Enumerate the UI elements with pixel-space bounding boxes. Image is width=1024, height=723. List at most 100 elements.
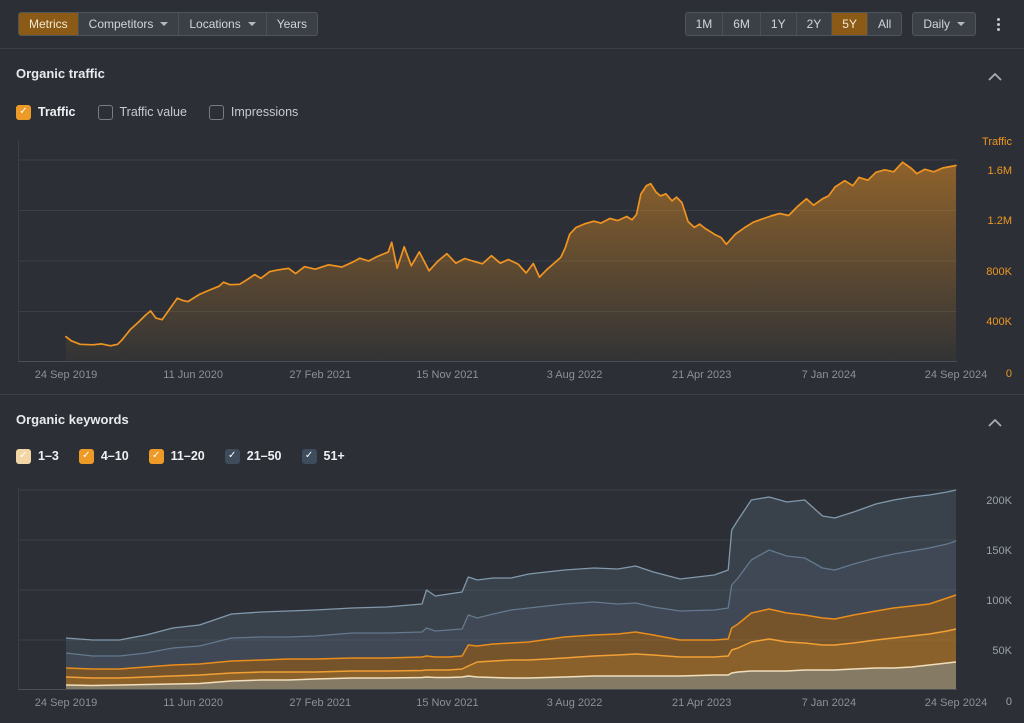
checkbox-pos-21-50-label: 21–50 [246, 449, 282, 463]
checkbox-traffic-value[interactable]: Traffic value [97, 104, 187, 120]
keywords-line-51+ [65, 489, 957, 641]
keywords-line-1–3 [65, 661, 957, 687]
y-axis-label: 400K [986, 316, 1012, 329]
y-axis-label: 800K [986, 265, 1012, 278]
x-axis-label: 3 Aug 2022 [546, 369, 603, 381]
interval-dropdown-label: Daily [923, 17, 950, 31]
chart-canvas [18, 140, 957, 362]
checkbox-pos-11-20[interactable]: 11–20 [148, 448, 205, 464]
section-divider [0, 394, 1024, 395]
checkbox-pos-4-10-label: 4–10 [100, 449, 129, 463]
x-axis-label: 24 Sep 2019 [34, 697, 98, 709]
x-axis-label: 24 Sep 2024 [924, 369, 988, 381]
range-6m[interactable]: 6M [722, 13, 760, 35]
tab-competitors[interactable]: Competitors [77, 13, 179, 35]
range-1m-label: 1M [695, 17, 713, 31]
y-axis-zero-label: 0 [1005, 696, 1012, 708]
interval-dropdown[interactable]: Daily [912, 12, 976, 36]
checkbox-icon [208, 104, 224, 120]
checkbox-traffic[interactable]: Traffic [16, 104, 76, 120]
keywords-line-4–10 [65, 628, 957, 679]
checkbox-pos-4-10[interactable]: 4–10 [78, 448, 129, 464]
checkbox-icon [16, 104, 31, 120]
metrics-tab-group: Metrics Competitors Locations Years [18, 12, 318, 36]
x-axis-label: 21 Apr 2023 [672, 369, 732, 381]
x-axis-label: 27 Feb 2021 [289, 697, 352, 709]
tab-metrics-label: Metrics [29, 17, 68, 31]
checkbox-traffic-value-label: Traffic value [119, 105, 187, 119]
checkbox-impressions[interactable]: Impressions [208, 104, 299, 120]
tab-years-label: Years [276, 17, 307, 31]
keywords-line-11–20 [65, 594, 957, 670]
kebab-menu-icon[interactable] [990, 13, 1006, 35]
range-5y[interactable]: 5Y [831, 13, 867, 35]
checkbox-icon [301, 448, 317, 464]
checkbox-pos-11-20-label: 11–20 [170, 449, 205, 463]
x-axis-label: 3 Aug 2022 [546, 697, 603, 709]
range-2y[interactable]: 2Y [795, 13, 832, 35]
keywords-band-1–3 [66, 662, 956, 689]
organic-keywords-chart[interactable] [18, 488, 957, 690]
organic-traffic-chart[interactable] [18, 140, 957, 362]
caret-down-icon [160, 22, 169, 26]
range-all[interactable]: All [866, 13, 901, 35]
range-1y[interactable]: 1Y [759, 13, 796, 35]
traffic-metric-checkboxes: Traffic Traffic value Impressions [16, 104, 298, 120]
checkbox-icon [97, 104, 113, 120]
x-axis-label: 15 Nov 2021 [416, 697, 479, 709]
x-axis-label: 7 Jan 2024 [801, 697, 857, 709]
caret-down-icon [247, 22, 256, 26]
x-axis-label: 7 Jan 2024 [801, 369, 857, 381]
y-axis-label: 150K [986, 545, 1012, 557]
tab-years[interactable]: Years [265, 13, 317, 35]
keywords-band-4–10 [66, 629, 956, 686]
keywords-band-11–20 [66, 595, 956, 678]
y-axis-title: Traffic [982, 136, 1012, 148]
y-axis-label: 1.6M [987, 164, 1012, 177]
x-axis-label: 15 Nov 2021 [416, 369, 479, 381]
keywords-band-51+ [66, 490, 956, 656]
checkbox-pos-1-3[interactable]: 1–3 [16, 448, 59, 464]
tab-competitors-label: Competitors [88, 17, 154, 31]
tab-locations[interactable]: Locations [178, 13, 265, 35]
checkbox-icon [224, 448, 240, 464]
x-axis-label: 11 Jun 2020 [163, 369, 224, 381]
checkbox-impressions-label: Impressions [230, 105, 299, 119]
checkbox-pos-1-3-label: 1–3 [38, 449, 59, 463]
range-2y-label: 2Y [806, 17, 822, 31]
toolbar: Metrics Competitors Locations Years 1M 6… [0, 0, 1024, 49]
traffic-line [65, 161, 957, 347]
x-axis-label: 11 Jun 2020 [163, 697, 224, 709]
checkbox-pos-51plus-label: 51+ [323, 449, 345, 463]
date-range-group: 1M 6M 1Y 2Y 5Y All [684, 12, 903, 36]
range-1y-label: 1Y [770, 17, 786, 31]
chart-canvas [18, 488, 957, 690]
y-axis-label: 100K [986, 595, 1012, 607]
y-axis-label: 1.2M [987, 215, 1012, 228]
chevron-up-icon[interactable] [988, 68, 1002, 86]
range-1m[interactable]: 1M [686, 13, 723, 35]
tab-locations-label: Locations [189, 17, 241, 31]
x-axis-label: 24 Sep 2024 [924, 697, 988, 709]
checkbox-icon [148, 448, 164, 464]
x-axis-label: 24 Sep 2019 [34, 369, 98, 381]
range-6m-label: 6M [733, 17, 750, 31]
tab-metrics[interactable]: Metrics [19, 13, 78, 35]
section-title-organic-traffic: Organic traffic [16, 66, 105, 81]
y-axis-zero-label: 0 [1005, 368, 1012, 380]
checkbox-icon [78, 448, 94, 464]
keywords-line-21–50 [65, 540, 957, 657]
y-axis-label: 50K [992, 645, 1012, 657]
right-controls: 1M 6M 1Y 2Y 5Y All Daily [684, 12, 1006, 36]
chevron-up-icon[interactable] [988, 414, 1002, 432]
y-axis-label: 200K [986, 495, 1012, 507]
checkbox-pos-21-50[interactable]: 21–50 [224, 448, 282, 464]
keyword-position-checkboxes: 1–3 4–10 11–20 21–50 51+ [16, 448, 345, 464]
section-title-organic-keywords: Organic keywords [16, 412, 129, 427]
range-5y-label: 5Y [842, 17, 857, 31]
checkbox-pos-51plus[interactable]: 51+ [301, 448, 345, 464]
caret-down-icon [957, 22, 965, 26]
range-all-label: All [877, 17, 892, 31]
checkbox-icon [16, 448, 31, 464]
